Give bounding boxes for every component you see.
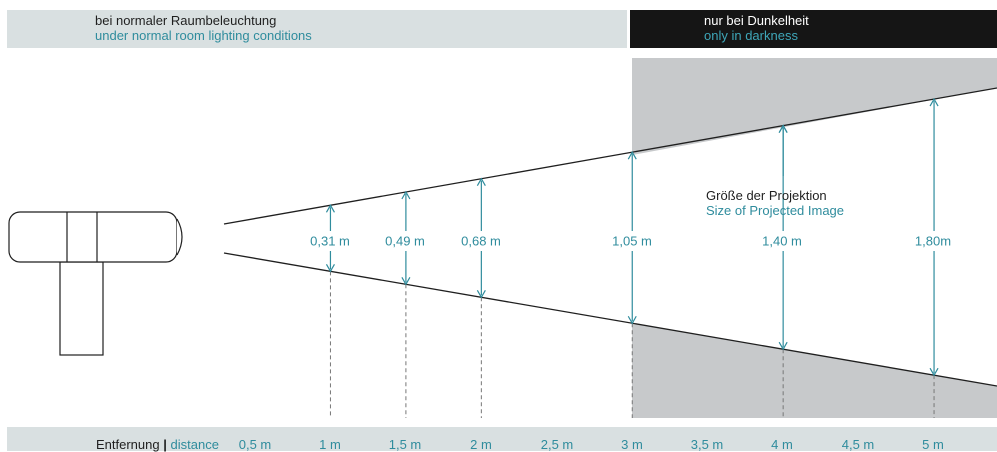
distance-label-en: distance <box>170 437 219 452</box>
distance-tick-3m: 3 m <box>621 437 643 452</box>
header-normal-lighting-de: bei normaler Raumbeleuchtung <box>95 13 277 28</box>
measurement-arrowhead-top-0 <box>325 204 335 213</box>
header-darkness-en: only in darkness <box>704 28 798 43</box>
measurement-label-4m: 1,40 m <box>760 232 804 250</box>
measurement-arrowhead-top-3 <box>627 150 637 160</box>
projector-icon <box>8 211 183 356</box>
header-darkness: nur bei Dunkelheit only in darkness <box>630 10 997 48</box>
beam-top-edge <box>223 87 997 225</box>
projection-size-label-de: Größe der Projektion <box>706 188 827 203</box>
measurement-arrowhead-top-1 <box>401 190 411 200</box>
measurement-arrowhead-bottom-0 <box>325 264 335 273</box>
distance-scale-bar <box>7 427 997 451</box>
distance-tick-4-5m: 4,5 m <box>841 437 875 452</box>
distance-tick-1-5m: 1,5 m <box>388 437 422 452</box>
measurement-arrowhead-bottom-1 <box>401 276 411 286</box>
beam-bottom-edge <box>223 252 997 387</box>
distance-tick-3-5m: 3,5 m <box>690 437 724 452</box>
measurement-label-3m: 1,05 m <box>610 232 654 250</box>
measurement-arrowhead-bottom-2 <box>476 289 486 299</box>
measurement-arrowhead-top-5 <box>929 97 939 107</box>
measurement-arrowhead-bottom-3 <box>627 315 637 325</box>
header-darkness-de: nur bei Dunkelheit <box>704 13 809 28</box>
measurement-label-1-5m: 0,49 m <box>383 232 427 250</box>
measurement-arrowhead-bottom-5 <box>929 367 939 377</box>
distance-label-de: Entfernung <box>96 437 160 452</box>
measurement-arrowhead-top-2 <box>476 177 486 187</box>
header-normal-lighting-en: under normal room lighting conditions <box>95 28 312 43</box>
distance-tick-5m: 5 m <box>922 437 944 452</box>
measurement-arrows <box>325 97 939 418</box>
projection-size-label: Größe der Projektion Size of Projected I… <box>706 188 844 218</box>
distance-tick-2-5m: 2,5 m <box>540 437 574 452</box>
distance-tick-1m: 1 m <box>319 437 341 452</box>
darkness-zone-top <box>632 58 997 155</box>
distance-tick-2m: 2 m <box>470 437 492 452</box>
distance-label-separator: | <box>163 437 167 452</box>
distance-tick-4m: 4 m <box>771 437 793 452</box>
measurement-label-2m: 0,68 m <box>459 232 503 250</box>
distance-axis-label: Entfernung | distance <box>96 437 219 452</box>
measurement-label-1m: 0,31 m <box>308 232 352 250</box>
projection-size-pointer-head <box>778 124 788 133</box>
header-normal-lighting: bei normaler Raumbeleuchtung under norma… <box>7 10 627 48</box>
projection-size-label-en: Size of Projected Image <box>706 203 845 218</box>
measurement-label-5m: 1,80m <box>912 232 954 250</box>
distance-tick-0-5m: 0,5 m <box>238 437 272 452</box>
darkness-zone-bottom <box>632 323 997 418</box>
measurement-arrowhead-bottom-4 <box>778 341 788 351</box>
